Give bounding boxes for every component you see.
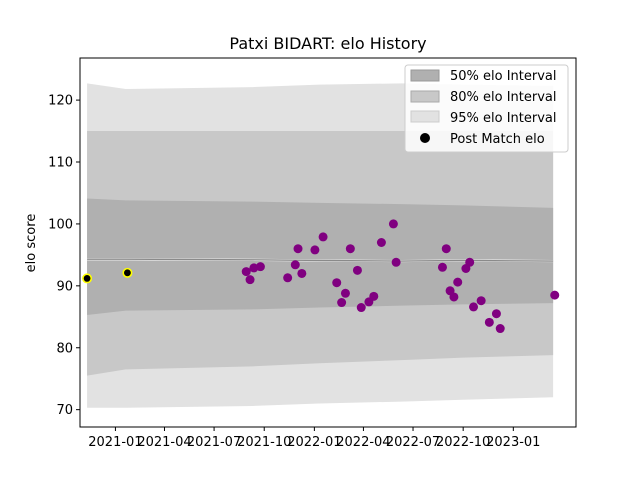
legend-swatch-50 xyxy=(410,69,440,82)
post-match-point xyxy=(484,317,494,327)
legend-label-post-match: Post Match elo xyxy=(450,132,545,147)
post-match-point xyxy=(332,278,342,288)
legend-label-95: 95% elo Interval xyxy=(450,111,557,126)
legend-swatch-80 xyxy=(410,90,440,103)
post-match-point xyxy=(376,238,386,247)
post-match-point xyxy=(491,309,501,319)
post-match-point xyxy=(495,324,505,334)
post-match-point xyxy=(369,291,379,301)
axes-frame xyxy=(79,57,577,428)
post-match-point xyxy=(352,265,362,275)
post-match-point xyxy=(283,273,293,283)
x-tick-label: 2022-10 xyxy=(436,435,490,450)
x-tick-label: 2021-01 xyxy=(88,435,142,450)
legend-item-post-match: Post Match elo xyxy=(420,132,545,147)
chart-title: Patxi BIDART: elo History xyxy=(229,34,426,53)
post-match-point xyxy=(255,262,265,272)
legend-label-50: 50% elo Interval xyxy=(450,69,557,84)
post-match-point xyxy=(293,244,303,254)
post-match-point-highlighted xyxy=(82,273,93,284)
x-tick-label: 2022-07 xyxy=(386,435,440,450)
post-match-point xyxy=(318,232,328,242)
y-tick-label: 80 xyxy=(56,341,73,356)
x-tick-label: 2021-04 xyxy=(137,435,191,450)
x-tick-label: 2022-01 xyxy=(287,435,341,450)
y-tick-label: 110 xyxy=(48,156,73,171)
legend: 50% elo Interval 80% elo Interval 95% el… xyxy=(404,64,569,153)
mean-elo-core xyxy=(87,258,554,262)
post-match-point xyxy=(550,290,560,300)
post-match-point xyxy=(469,302,479,312)
plot-area xyxy=(79,57,577,428)
x-tick-label: 2022-04 xyxy=(336,435,390,450)
y-axis: 70 80 90 100 110 120 xyxy=(48,94,80,418)
post-match-points xyxy=(82,219,560,334)
post-match-point xyxy=(245,275,255,285)
legend-frame xyxy=(404,64,569,153)
post-match-point xyxy=(388,219,398,229)
y-tick-label: 90 xyxy=(56,279,73,294)
post-match-point-highlighted xyxy=(122,267,133,278)
legend-swatch-95 xyxy=(410,110,440,123)
legend-label-80: 80% elo Interval xyxy=(450,90,557,105)
post-match-point xyxy=(340,288,350,298)
y-axis-label: elo score xyxy=(24,214,39,273)
post-match-point xyxy=(356,303,366,313)
post-match-point xyxy=(297,268,307,278)
post-match-point xyxy=(441,244,451,254)
post-match-point xyxy=(449,292,459,302)
post-match-point xyxy=(290,260,300,270)
x-axis: 2021-012021-042021-072021-102022-012022-… xyxy=(88,427,540,450)
legend-marker-post-match xyxy=(420,133,430,143)
post-match-point xyxy=(241,267,251,277)
x-tick-label: 2023-01 xyxy=(486,435,540,450)
x-tick-label: 2021-10 xyxy=(237,435,291,450)
post-match-point xyxy=(465,257,475,267)
post-match-point xyxy=(476,296,486,306)
interval-bands xyxy=(87,83,554,408)
legend-item-80: 80% elo Interval xyxy=(410,90,557,105)
post-match-point xyxy=(453,277,463,287)
y-tick-label: 70 xyxy=(56,403,73,418)
post-match-point xyxy=(391,257,401,267)
post-match-point xyxy=(337,298,347,308)
post-match-point xyxy=(310,245,320,255)
x-tick-label: 2021-07 xyxy=(187,435,241,450)
post-match-point xyxy=(345,244,355,254)
legend-item-95: 95% elo Interval xyxy=(410,110,557,126)
post-match-point xyxy=(437,262,447,272)
y-tick-label: 120 xyxy=(48,94,73,109)
y-tick-label: 100 xyxy=(48,217,73,232)
legend-item-50: 50% elo Interval xyxy=(410,69,557,84)
band-50 xyxy=(87,198,554,315)
